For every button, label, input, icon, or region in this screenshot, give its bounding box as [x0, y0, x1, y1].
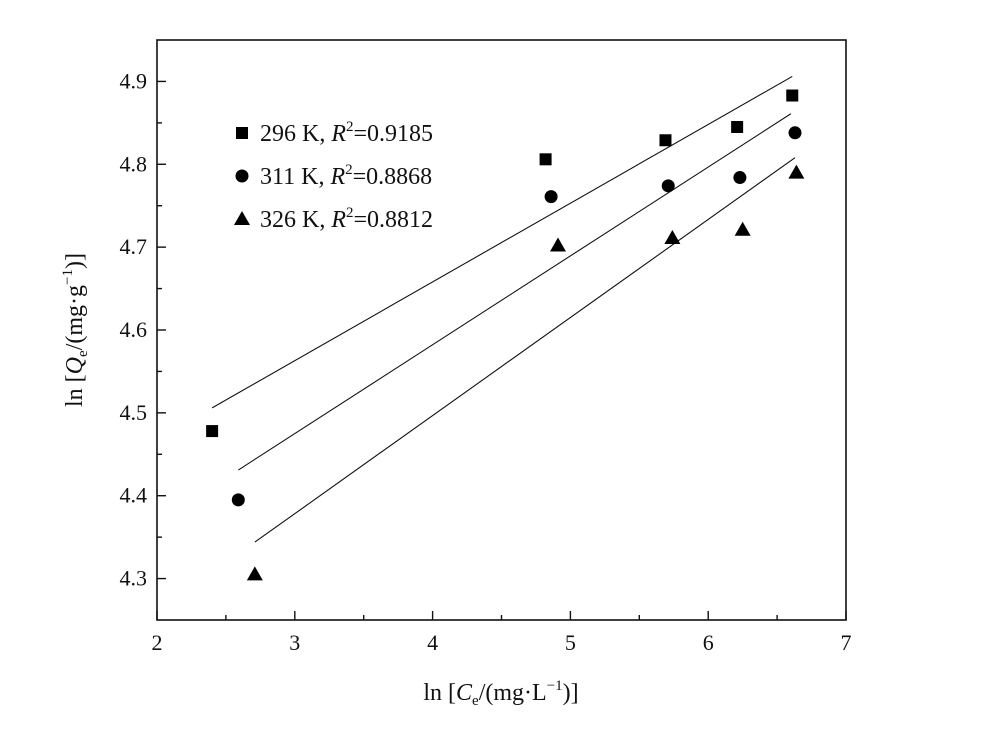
x-tick-label: 4 [427, 630, 438, 655]
data-point-square [539, 153, 552, 166]
legend-label: 311 K, R2=0.8868 [260, 162, 432, 190]
data-point-triangle [664, 230, 681, 245]
data-point-square [786, 89, 799, 102]
data-point-triangle [549, 237, 566, 252]
x-tick-label: 6 [703, 630, 714, 655]
data-point-square [731, 121, 744, 133]
data-point-circle [733, 171, 747, 185]
y-axis: 4.3 4.4 4.5 4.6 4.7 4.8 4.9 [120, 68, 166, 591]
fit-lines [211, 75, 796, 543]
data-point-circle [788, 126, 802, 140]
legend-label: 326 K, R2=0.8812 [260, 205, 433, 233]
legend-marker-triangle [234, 211, 250, 225]
y-tick-label: 4.9 [120, 68, 148, 93]
data-point-square [206, 425, 219, 438]
y-tick-label: 4.5 [120, 400, 148, 425]
legend-marker-circle [235, 169, 249, 183]
y-tick-label: 4.4 [120, 483, 148, 508]
fit-line-triangle [254, 157, 796, 543]
y-tick-label: 4.3 [120, 566, 148, 591]
legend-label: 296 K, R2=0.9185 [260, 119, 433, 147]
data-point-circle [231, 493, 245, 507]
x-tick-label: 3 [289, 630, 300, 655]
y-tick-label: 4.8 [120, 151, 148, 176]
legend-marker-square [236, 127, 248, 139]
x-tick-label: 2 [152, 630, 163, 655]
data-points [206, 89, 805, 581]
y-tick-label: 4.7 [120, 234, 148, 259]
data-point-circle [544, 190, 558, 204]
x-tick-label: 7 [841, 630, 852, 655]
data-point-circle [661, 179, 675, 193]
x-axis-title: ln [Ce/(mg·L−1)] [423, 678, 578, 709]
y-tick-label: 4.6 [120, 317, 148, 342]
y-axis-title: ln [Qe/(mg·g−1)] [60, 253, 91, 407]
data-point-square [659, 134, 672, 147]
data-point-triangle [734, 221, 751, 236]
x-axis: 2 3 4 5 6 7 [152, 611, 852, 655]
fit-line-square [211, 75, 793, 409]
x-tick-label: 5 [565, 630, 576, 655]
data-point-triangle [788, 164, 805, 179]
fit-line-circle [238, 113, 792, 471]
legend: 296 K, R2=0.9185 311 K, R2=0.8868 326 K, R… [234, 119, 433, 233]
data-point-triangle [246, 566, 263, 581]
